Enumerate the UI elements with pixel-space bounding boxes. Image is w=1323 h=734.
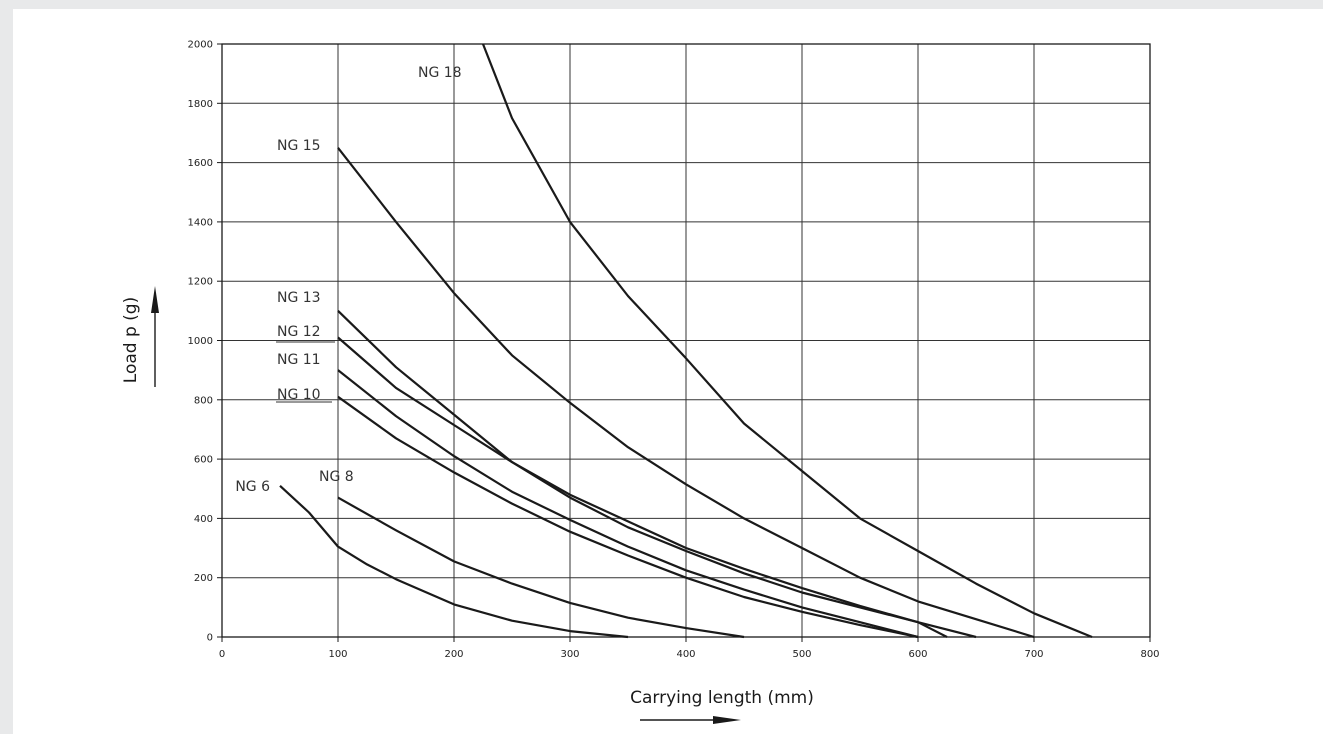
- series-line-ng-15: [337, 147, 1035, 639]
- y-axis-arrow: [151, 286, 159, 387]
- y-tick-label: 800: [194, 395, 213, 406]
- plot-area: [221, 43, 1151, 638]
- series-line-ng-12: [337, 336, 948, 638]
- series-label-ng-6: NG 6: [235, 479, 270, 495]
- y-tick-label: 400: [194, 514, 213, 525]
- y-tick-label: 1800: [188, 99, 213, 110]
- x-tick-label: 0: [219, 649, 225, 660]
- series-label-ng-13: NG 13: [277, 290, 321, 306]
- series-line-ng-6: [279, 484, 629, 639]
- series-label-ng-18: NG 18: [418, 65, 462, 81]
- series-line-ng-18: [481, 43, 1093, 639]
- chart-panel: 0 100 200 300 400 500 600 700 800 0 200 400 600 800 1…: [13, 9, 1323, 734]
- series-label-ng-8: NG 8: [319, 469, 354, 485]
- series-line-ng-11: [337, 369, 919, 639]
- y-tick-label: 600: [194, 455, 213, 466]
- y-tick-label: 200: [194, 573, 213, 584]
- x-tick-label: 500: [792, 649, 811, 660]
- x-tick-label: 200: [444, 649, 463, 660]
- series-label-ng-12: NG 12: [277, 324, 321, 340]
- x-tick-label: 700: [1024, 649, 1043, 660]
- y-axis-title: Load p (g): [121, 297, 141, 383]
- x-tick-label: 800: [1140, 649, 1159, 660]
- x-tick-label: 600: [908, 649, 927, 660]
- y-tick-label: 1600: [188, 158, 213, 169]
- y-tick-label: 1400: [188, 217, 213, 228]
- y-tick-label: 0: [207, 633, 213, 644]
- series-labels: NG 6 NG 8 NG 10 NG 11 NG 12 NG 13 NG 15 NG 18: [235, 65, 461, 495]
- x-tick-label: 300: [560, 649, 579, 660]
- x-tick-label: 100: [328, 649, 347, 660]
- series-line-ng-8: [337, 496, 745, 639]
- x-axis-arrow: [640, 716, 741, 724]
- series-label-ng-10: NG 10: [277, 387, 321, 403]
- load-chart: 0 100 200 300 400 500 600 700 800 0 200 400 600 800 1…: [121, 40, 1160, 724]
- series-label-ng-11: NG 11: [277, 352, 321, 368]
- y-tick-label: 2000: [188, 40, 213, 51]
- series-line-ng-13: [337, 310, 977, 639]
- y-tick-label: 1000: [188, 336, 213, 347]
- series-label-ng-15: NG 15: [277, 138, 321, 154]
- series-line-ng-10: [337, 395, 919, 639]
- x-tick-label: 400: [676, 649, 695, 660]
- x-axis-title: Carrying length (mm): [630, 688, 814, 708]
- x-axis-ticks: 0 100 200 300 400 500 600 700 800: [219, 637, 1160, 660]
- y-axis-ticks: 0 200 400 600 800 1000 1200 1400 1600 1800 2000: [188, 40, 222, 644]
- series-lines: [279, 43, 1093, 639]
- y-tick-label: 1200: [188, 277, 213, 288]
